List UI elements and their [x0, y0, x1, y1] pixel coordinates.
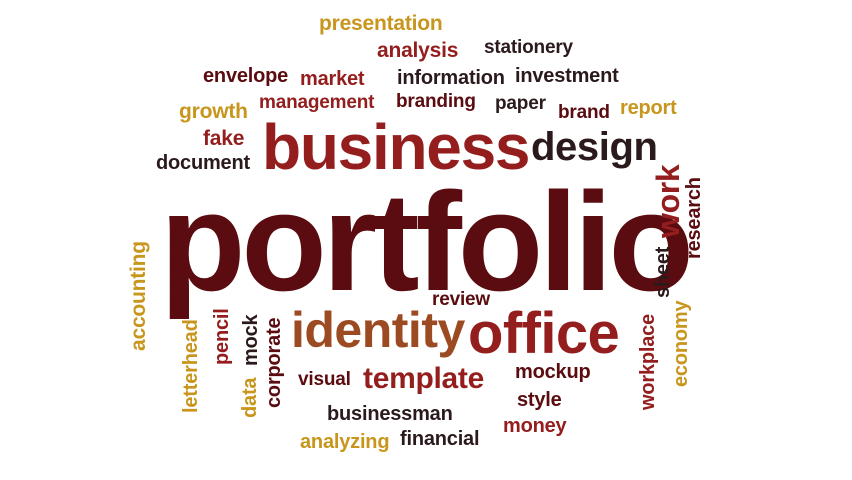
word-growth: growth — [179, 100, 248, 123]
word-businessman: businessman — [327, 403, 453, 425]
word-presentation: presentation — [319, 12, 443, 35]
word-money: money — [503, 415, 567, 437]
word-stationery: stationery — [484, 37, 573, 58]
word-template: template — [363, 362, 484, 395]
word-financial: financial — [400, 428, 480, 450]
word-document: document — [156, 152, 250, 174]
word-corporate: corporate — [263, 317, 285, 408]
word-management: management — [259, 92, 375, 113]
word-paper: paper — [495, 93, 546, 114]
word-report: report — [620, 97, 677, 119]
word-analyzing: analyzing — [300, 431, 390, 453]
word-workplace: workplace — [637, 313, 659, 410]
word-data: data — [239, 377, 261, 418]
word-letterhead: letterhead — [180, 319, 202, 413]
word-portfolio: portfolio — [160, 163, 694, 320]
word-work: work — [650, 164, 686, 238]
word-mockup: mockup — [515, 361, 591, 383]
word-business: business — [262, 111, 530, 183]
word-review: review — [432, 289, 491, 310]
word-envelope: envelope — [203, 65, 289, 87]
word-market: market — [300, 68, 365, 90]
word-style: style — [517, 389, 562, 411]
word-economy: economy — [670, 300, 692, 387]
word-research: research — [683, 177, 705, 259]
word-sheet: sheet — [652, 246, 674, 298]
word-identity: identity — [291, 302, 465, 358]
word-visual: visual — [298, 369, 351, 390]
word-office: office — [468, 301, 620, 366]
word-brand: brand — [558, 102, 610, 123]
word-accounting: accounting — [127, 241, 150, 351]
word-fake: fake — [203, 127, 245, 150]
word-mock: mock — [240, 314, 262, 366]
word-design: design — [531, 125, 658, 169]
word-analysis: analysis — [377, 39, 459, 62]
word-information: information — [397, 67, 505, 89]
word-branding: branding — [396, 91, 476, 112]
word-investment: investment — [515, 65, 619, 87]
word-pencil: pencil — [211, 308, 233, 365]
